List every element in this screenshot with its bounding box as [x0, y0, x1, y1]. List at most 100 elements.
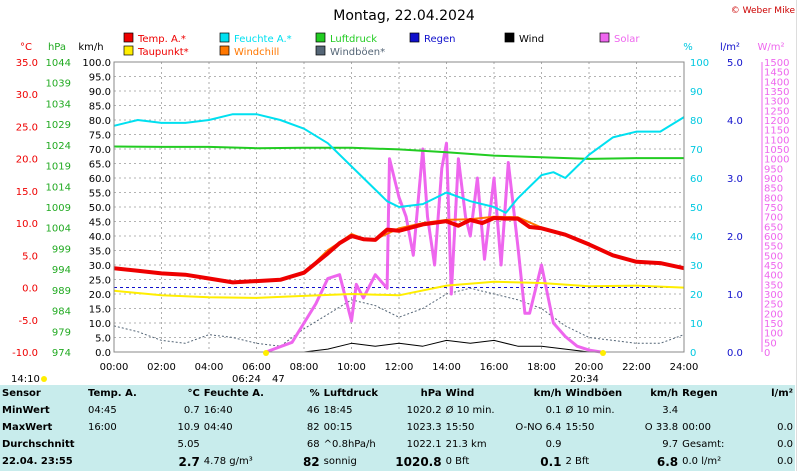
hpa-tick-label: 974 — [52, 348, 71, 359]
kmh-tick-label: 10.0 — [89, 319, 111, 330]
kmh-tick-label: 90.0 — [89, 87, 111, 98]
pct-tick-label: 30 — [690, 261, 703, 272]
legend-label: Solar — [614, 34, 640, 45]
stats-cell: 0.1 — [540, 454, 562, 469]
legend-swatch — [315, 45, 326, 56]
legend-swatch — [315, 32, 326, 43]
stats-cell: 82 — [306, 422, 320, 433]
stats-cell: sonnig — [323, 456, 357, 467]
stats-cell: O-NO 6.4 — [515, 422, 562, 433]
stats-cell: 0.1 — [545, 405, 562, 416]
stats-header-cell: Wind — [445, 388, 475, 399]
hpa-tick-label: 1014 — [46, 182, 71, 193]
time-tick-label: 04:00 — [195, 362, 224, 373]
wm2-tick-label: 1000 — [764, 155, 789, 166]
wm2-tick-label: 250 — [764, 300, 783, 311]
wm2-tick-label: 1200 — [764, 116, 789, 127]
stats-cell: Ø 10 min. — [565, 405, 615, 416]
plot-frame — [113, 61, 685, 353]
legend-label: Luftdruck — [330, 34, 377, 45]
stats-cell: 9.7 — [662, 439, 679, 450]
wm2-tick-label: 1050 — [764, 145, 789, 156]
chart-title: Montag, 22.04.2024 — [333, 8, 475, 24]
wm2-tick-label: 1150 — [764, 126, 789, 137]
kmh-tick-label: 70.0 — [89, 145, 111, 156]
stats-cell: Gesamt: — [682, 439, 725, 450]
time-tick-label: 08:00 — [290, 362, 319, 373]
hpa-tick-label: 1039 — [46, 79, 71, 90]
kmh-tick-label: 5.0 — [95, 334, 111, 345]
temp-tick-label: 10.0 — [16, 219, 38, 230]
stats-cell: 04:45 — [87, 405, 117, 416]
pct-tick-label: 50 — [690, 203, 703, 214]
copyright-text: © Weber Mike — [731, 6, 796, 16]
hpa-tick-label: 1004 — [46, 224, 71, 235]
temp-tick-label: 20.0 — [16, 155, 38, 166]
pct-tick-label: 70 — [690, 145, 703, 156]
dewpoint-line — [113, 280, 685, 299]
stats-header-cell: km/h — [533, 388, 562, 399]
stats-cell: 0.0 l/m² — [682, 456, 722, 467]
wm2-tick-label: 1250 — [764, 106, 789, 117]
stats-cell: 00:15 — [323, 422, 353, 433]
temp-tick-label: 30.0 — [16, 90, 38, 101]
stats-cell: Ø 10 min. — [445, 405, 495, 416]
stats-cell: 2 Bft — [565, 456, 590, 467]
temp-tick-label: 0.0 — [22, 284, 38, 295]
stats-header-cell: Windböen — [565, 388, 623, 399]
wm2-tick-label: 900 — [764, 174, 783, 185]
kmh-tick-label: 100.0 — [82, 58, 111, 69]
stats-table: Sensor Temp. A. °C Feuchte A.% Luftdruck hPa W… — [0, 385, 795, 470]
stats-cell — [564, 436, 625, 453]
legend-swatch — [219, 45, 230, 56]
stats-cell: 82 — [302, 454, 320, 469]
temp-tick-label: 25.0 — [16, 122, 38, 133]
legend-swatch — [409, 32, 420, 43]
legend-label: Wind — [519, 34, 544, 45]
wm2-tick-label: 550 — [764, 242, 783, 253]
kmh-tick-label: 15.0 — [89, 305, 111, 316]
stats-cell: 0.9 — [545, 439, 562, 450]
hpa-unit: hPa — [48, 42, 66, 53]
stats-panel: Sensor Temp. A. °C Feuchte A.% Luftdruck hPa W… — [0, 385, 795, 471]
sunset-time: 20:34 — [570, 374, 599, 385]
legend: Temp. A.* Feuchte A.* Luftdruck Regen Wind So… — [123, 32, 640, 58]
temp-tick-label: -10.0 — [12, 348, 38, 359]
wm2-tick-label: 1300 — [764, 97, 789, 108]
legend-swatch — [123, 45, 134, 56]
stats-cell: 22.04. 23:55 — [2, 456, 73, 467]
stats-cell: 1020.8 — [395, 454, 442, 469]
sunrise-marker — [263, 350, 269, 356]
stats-cell: 10.9 — [177, 422, 200, 433]
wm2-tick-label: 1350 — [764, 87, 789, 98]
stats-cell: 1022.1 — [406, 439, 442, 450]
time-tick-label: 06:00 — [242, 362, 271, 373]
solar-line — [265, 141, 602, 354]
pct-tick-label: 100 — [690, 58, 709, 69]
wm2-tick-label: 200 — [764, 309, 783, 320]
stats-header-cell: Feuchte A. — [203, 388, 264, 399]
pct-tick-label: 0 — [690, 348, 696, 359]
sunrise-azimuth: 47 — [272, 374, 285, 385]
stats-cell: 15:50 — [565, 422, 595, 433]
time-tick-label: 20:00 — [575, 362, 604, 373]
wm2-tick-label: 150 — [764, 319, 783, 330]
wm2-tick-label: 450 — [764, 261, 783, 272]
stats-cell: 5.05 — [177, 439, 200, 450]
stats-cell: 21.3 km — [445, 439, 487, 450]
scrollbar[interactable] — [796, 0, 810, 471]
stats-cell: 0 Bft — [445, 456, 470, 467]
kmh-unit: km/h — [78, 42, 103, 53]
kmh-tick-label: 35.0 — [89, 247, 111, 258]
time-tick-label: 12:00 — [385, 362, 414, 373]
stats-row: MinWert 04:45 0.7 16:40 46 18:45 1020.2 Ø 10 mi… — [0, 402, 795, 419]
stats-cell — [680, 402, 740, 419]
lm2-tick-label: 4.0 — [727, 116, 743, 127]
stats-cell: Durchschnitt — [2, 439, 75, 450]
stats-header-cell: hPa — [420, 388, 442, 399]
stats-cell: 16:40 — [203, 405, 233, 416]
stats-row: MaxWert 16:00 10.9 04:40 82 00:15 1023.3 15:50 O… — [0, 419, 795, 436]
kmh-tick-label: 75.0 — [89, 131, 111, 142]
temp-tick-label: 15.0 — [16, 187, 38, 198]
stats-header-cell: °C — [187, 388, 200, 399]
